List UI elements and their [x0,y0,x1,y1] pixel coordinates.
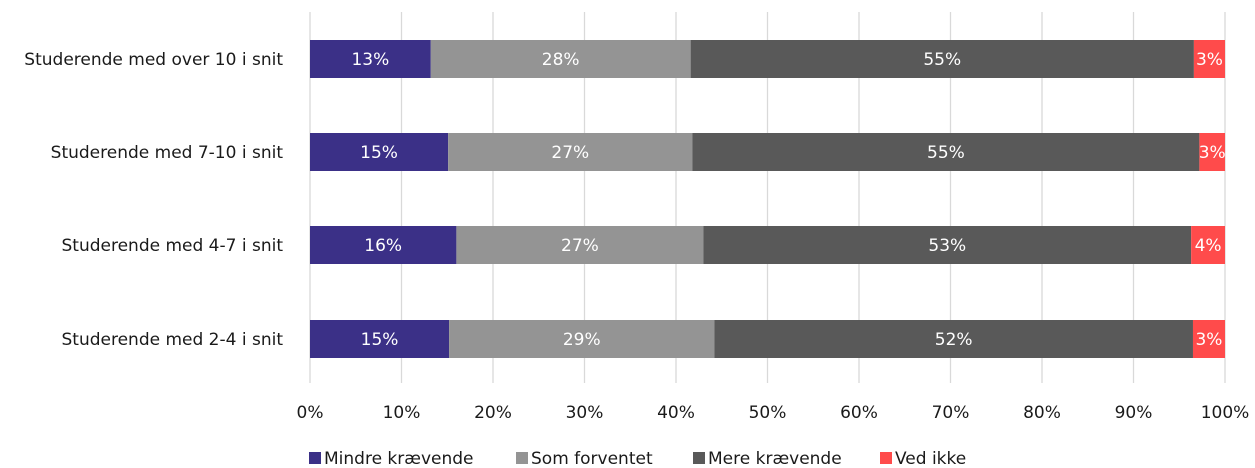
legend-swatch [309,452,321,464]
category-label: Studerende med over 10 i snit [24,50,283,70]
data-label: 3% [1196,50,1223,70]
x-tick-label: 90% [1115,403,1153,423]
bar-segment [703,226,1192,264]
data-label: 16% [364,236,402,256]
bar-segment [1192,320,1225,358]
data-label: 29% [563,330,601,350]
data-label: 4% [1195,236,1222,256]
legend-swatch [516,452,528,464]
data-label: 13% [351,50,389,70]
data-label: 55% [927,143,965,163]
bar-segment [690,40,1194,78]
bar-segment [310,226,457,264]
legend: Mindre krævende Som forventet Mere krævend… [309,449,966,468]
data-label: 15% [360,143,398,163]
x-axis-tick-labels: 0% 10% 20% 30% 40% 50% 60% 70% 80% 90% 100% [297,403,1250,423]
x-tick-label: 30% [566,403,604,423]
x-tick-label: 0% [297,403,324,423]
category-labels: Studerende med over 10 i snit Studerende … [24,50,283,350]
bar-segment [456,226,704,264]
x-tick-label: 100% [1201,403,1250,423]
bar-segment [310,320,450,358]
x-tick-label: 50% [749,403,787,423]
bar-segment [310,133,449,171]
x-tick-label: 80% [1023,403,1061,423]
x-tick-label: 20% [474,403,512,423]
bar-segment [448,133,693,171]
bar-segment [692,133,1200,171]
category-label: Studerende med 7-10 i snit [51,143,284,163]
data-label: 27% [561,236,599,256]
legend-swatch [693,452,705,464]
data-label: 15% [361,330,399,350]
category-label: Studerende med 4-7 i snit [61,236,283,256]
data-label: 55% [923,50,961,70]
category-label: Studerende med 2-4 i snit [61,330,283,350]
legend-label: Mere krævende [708,449,842,468]
bar-segments: 13% 28% 55% 3% 15% 27% 55% 3% 16% 27% 53% 4% 15% 29% 5… [310,40,1226,358]
x-tick-label: 70% [932,403,970,423]
legend-label: Mindre krævende [324,449,474,468]
data-label: 52% [935,330,973,350]
bar-segment [1191,226,1225,264]
data-label: 53% [928,236,966,256]
bar-segment [449,320,715,358]
legend-swatch [880,452,892,464]
bar-segment [1199,133,1225,171]
legend-label: Ved ikke [895,449,966,468]
data-label: 28% [542,50,580,70]
x-tick-label: 60% [840,403,878,423]
bar-segment [310,40,431,78]
x-tick-label: 10% [383,403,421,423]
legend-label: Som forventet [531,449,653,468]
bar-segment [1193,40,1225,78]
x-tick-label: 40% [657,403,695,423]
data-label: 3% [1199,143,1226,163]
data-label: 27% [551,143,589,163]
bar-segment [430,40,691,78]
bar-segment [714,320,1193,358]
data-label: 3% [1195,330,1222,350]
